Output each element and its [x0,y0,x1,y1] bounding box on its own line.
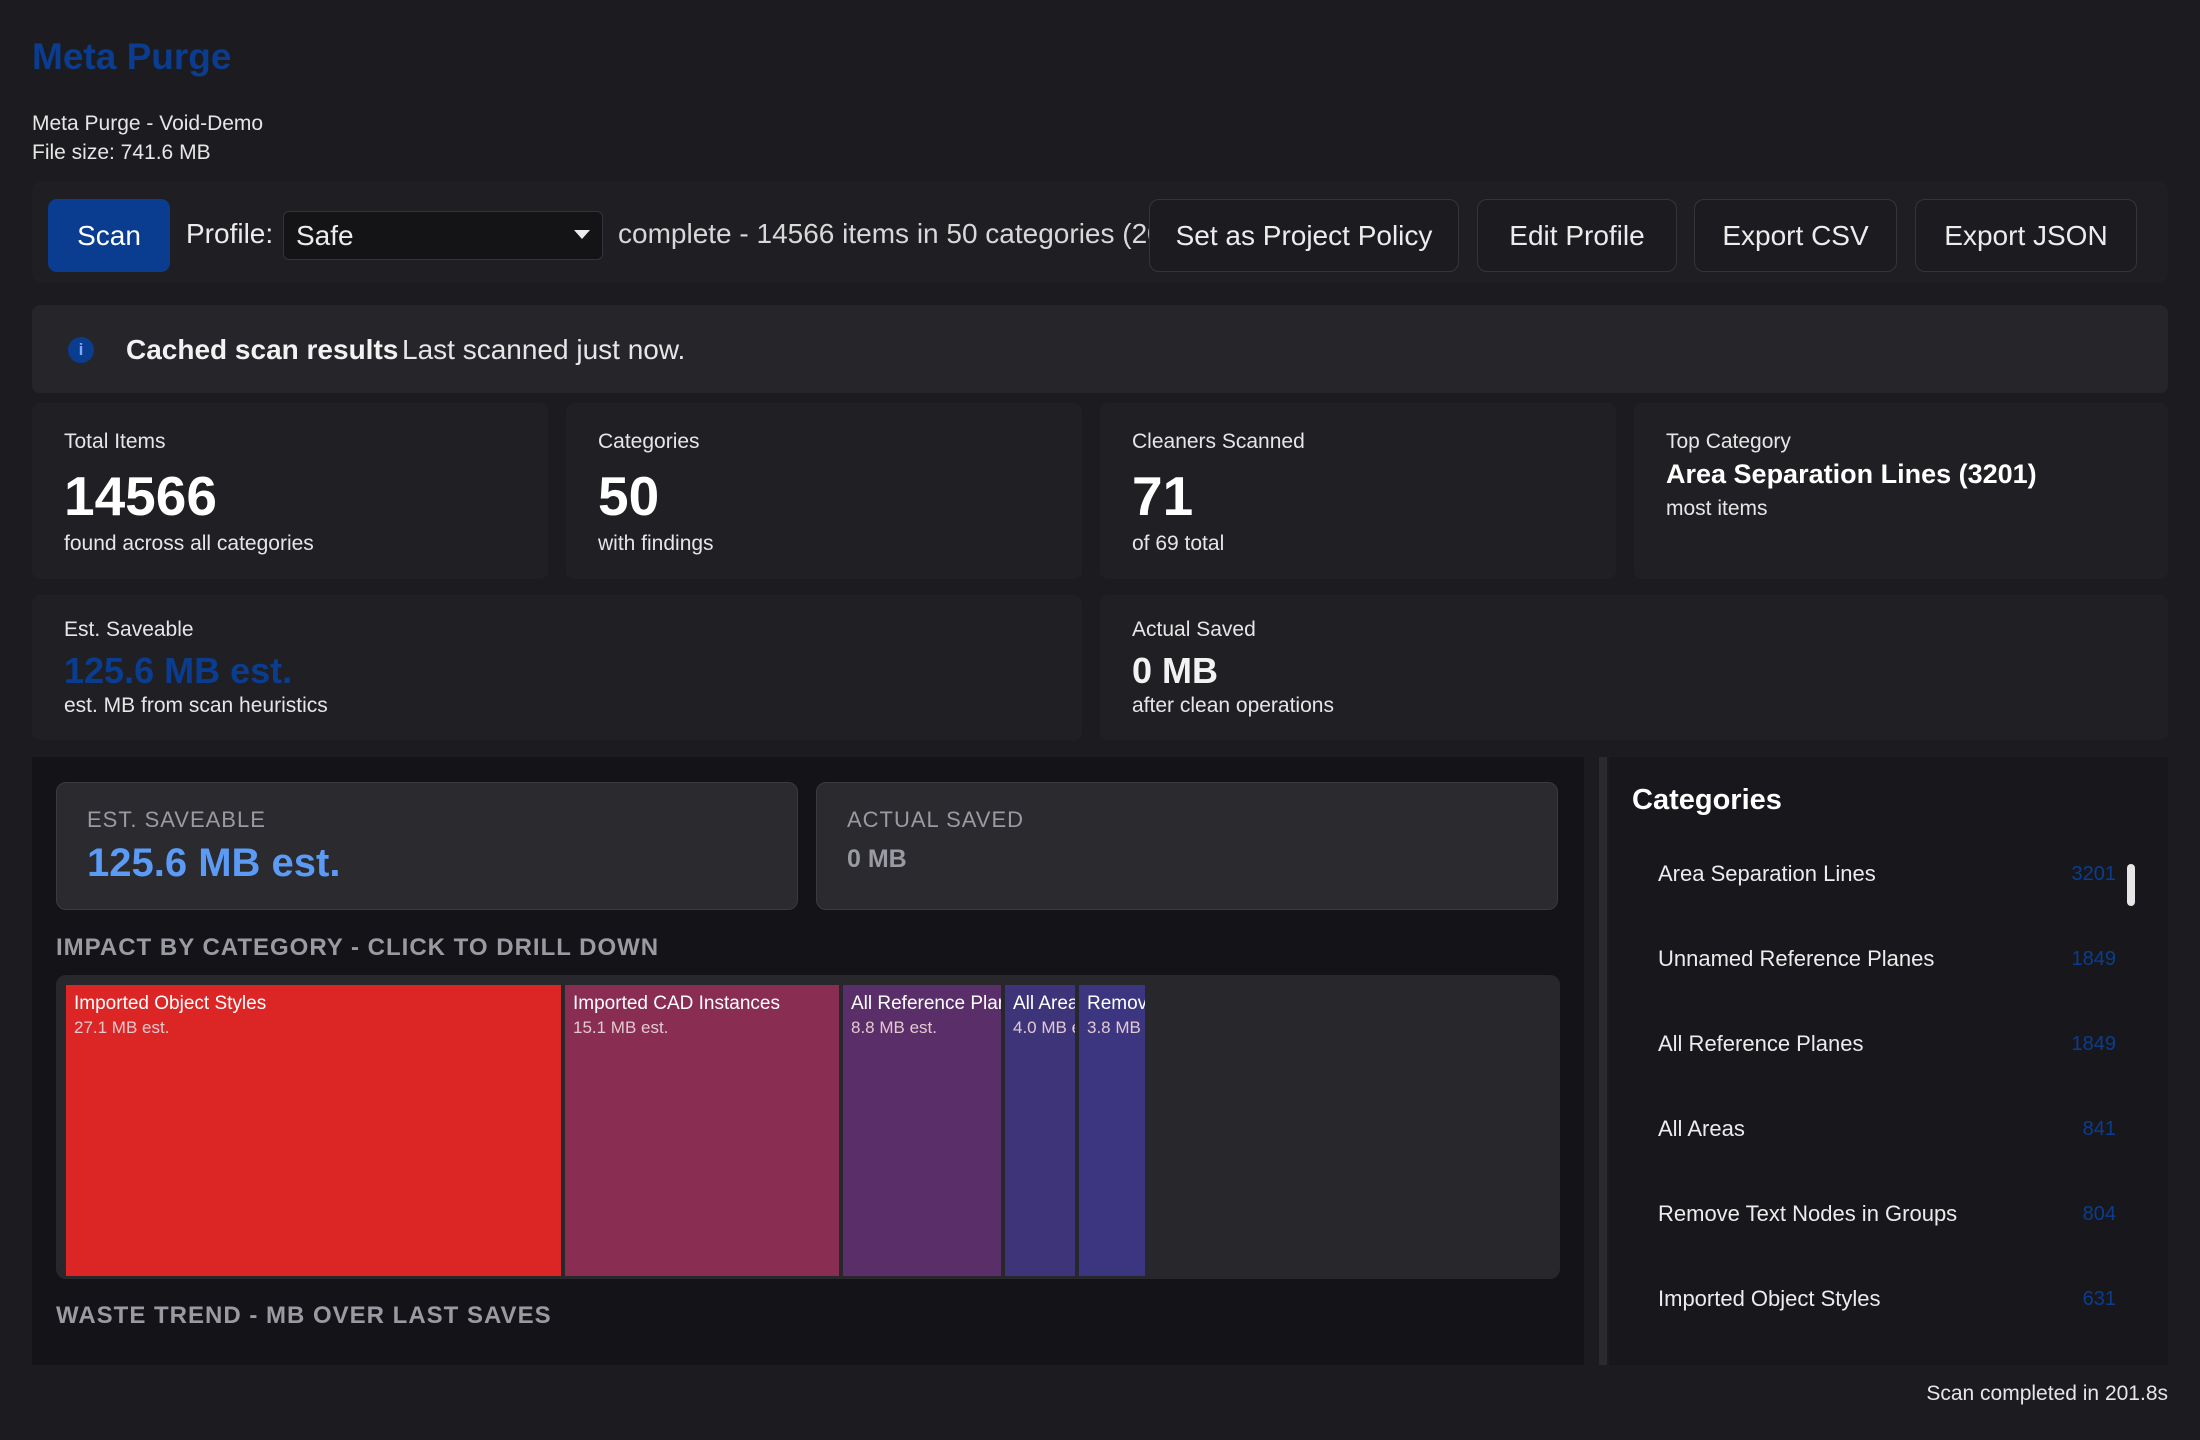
stat-card-actual-saved: Actual Saved 0 MB after clean operations [1100,595,2168,740]
stat-sub: of 69 total [1132,532,1225,555]
stat-sub: est. MB from scan heuristics [64,694,328,717]
export-csv-button[interactable]: Export CSV [1694,199,1897,272]
impact-heading: IMPACT BY CATEGORY - CLICK TO DRILL DOWN [56,934,660,961]
edit-profile-button[interactable]: Edit Profile [1477,199,1677,272]
treemap-tile[interactable]: Imported CAD Instances 15.1 MB est. [565,985,839,1276]
stat-label: Cleaners Scanned [1132,430,1305,453]
banner-title: Cached scan results [126,334,399,365]
category-name: Unnamed Reference Planes [1658,946,1935,971]
banner-text: Last scanned just now. [402,334,686,365]
stat-label: Total Items [64,430,166,453]
category-name: Area Separation Lines [1658,861,1876,886]
profile-select[interactable]: Safe [283,211,603,260]
file-name: Meta Purge - Void-Demo [32,112,264,135]
tile-name: Remove [1087,993,1145,1014]
stat-label: Categories [598,430,700,453]
stat-card-cleaners-scanned: Cleaners Scanned 71 of 69 total [1100,403,1616,579]
stat-sub: with findings [598,532,714,555]
summary-value: 125.6 MB est. [87,841,341,885]
category-name: All Reference Planes [1658,1031,1864,1056]
tile-name: All Reference Planes [851,993,1001,1014]
treemap-tile[interactable]: All Reference Planes 8.8 MB est. [843,985,1001,1276]
scan-duration-text: Scan completed in 201.8s [1926,1382,2168,1405]
panel-divider[interactable] [1599,757,1607,1365]
category-item[interactable]: All Reference Planes 1849 [1632,1011,2132,1081]
stat-label: Est. Saveable [64,618,194,641]
stat-value: Area Separation Lines (3201) [1666,459,2037,489]
category-item[interactable]: All Areas 841 [1632,1096,2132,1166]
impact-treemap: Imported Object Styles 27.1 MB est. Import… [56,975,1560,1279]
chevron-down-icon [574,230,590,239]
export-json-button[interactable]: Export JSON [1915,199,2137,272]
stat-sub: after clean operations [1132,694,1334,717]
stat-label: Actual Saved [1132,618,1256,641]
stat-label: Top Category [1666,430,1791,453]
stat-value: 71 [1132,465,1194,527]
stat-value: 14566 [64,465,217,527]
stat-card-categories: Categories 50 with findings [566,403,1082,579]
categories-title: Categories [1632,784,1782,816]
category-count: 1849 [2071,948,2117,970]
profile-select-value: Safe [296,219,354,251]
stat-value: 125.6 MB est. [64,650,293,691]
tile-size: 8.8 MB est. [851,1018,937,1037]
category-count: 3201 [2071,863,2117,885]
summary-actual-saved: ACTUAL SAVED 0 MB [816,782,1558,910]
categories-scrollbar[interactable] [2127,864,2135,906]
category-item[interactable]: Unnamed Reference Planes 1849 [1632,926,2132,996]
treemap-tile[interactable]: Imported Object Styles 27.1 MB est. [66,985,561,1276]
stat-card-top-category: Top Category Area Separation Lines (3201… [1634,403,2168,579]
summary-est-saveable: EST. SAVEABLE 125.6 MB est. [56,782,798,910]
stat-sub: most items [1666,497,1768,520]
category-name: All Areas [1658,1116,1745,1141]
summary-label: EST. SAVEABLE [87,807,266,832]
tile-name: Imported CAD Instances [573,993,780,1014]
category-name: Remove Text Nodes in Groups [1658,1201,1958,1226]
scan-status-text: complete - 14566 items in 50 categories … [618,218,1150,249]
category-item[interactable]: Imported Object Styles 631 [1632,1266,2132,1336]
category-count: 1849 [2071,1033,2117,1055]
set-project-policy-button[interactable]: Set as Project Policy [1149,199,1459,272]
stat-sub: found across all categories [64,532,314,555]
scan-button[interactable]: Scan [48,199,170,272]
waste-trend-heading: WASTE TREND - MB OVER LAST SAVES [56,1302,552,1329]
stat-value: 50 [598,465,660,527]
tile-name: Imported Object Styles [74,993,267,1014]
treemap-tile[interactable]: Remove 3.8 MB est. [1079,985,1145,1276]
stat-card-est-saveable: Est. Saveable 125.6 MB est. est. MB from… [32,595,1082,740]
app-title: Meta Purge [32,36,232,77]
stat-card-total-items: Total Items 14566 found across all categ… [32,403,548,579]
categories-panel [1609,757,2168,1365]
summary-value: 0 MB [847,845,907,873]
treemap-tile[interactable]: All Areas 4.0 MB est. [1005,985,1075,1276]
cached-results-banner [32,305,2168,393]
info-icon: i [68,337,94,363]
category-item[interactable]: Area Separation Lines 3201 [1632,841,2132,911]
tile-size: 3.8 MB est. [1087,1018,1145,1037]
category-name: Imported Object Styles [1658,1286,1881,1311]
tile-name: All Areas [1013,993,1075,1014]
summary-label: ACTUAL SAVED [847,807,1025,832]
treemap-tiles: Imported Object Styles 27.1 MB est. Import… [66,985,1506,1276]
category-count: 631 [2082,1288,2116,1310]
tile-size: 27.1 MB est. [74,1018,170,1037]
tile-size: 4.0 MB est. [1013,1018,1075,1037]
category-item[interactable]: Remove Text Nodes in Groups 804 [1632,1181,2132,1251]
stat-value: 0 MB [1132,650,1219,691]
tile-size: 15.1 MB est. [573,1018,669,1037]
category-count: 841 [2082,1118,2116,1140]
profile-label: Profile: [186,218,274,249]
file-size: File size: 741.6 MB [32,141,211,164]
category-count: 804 [2082,1203,2116,1225]
